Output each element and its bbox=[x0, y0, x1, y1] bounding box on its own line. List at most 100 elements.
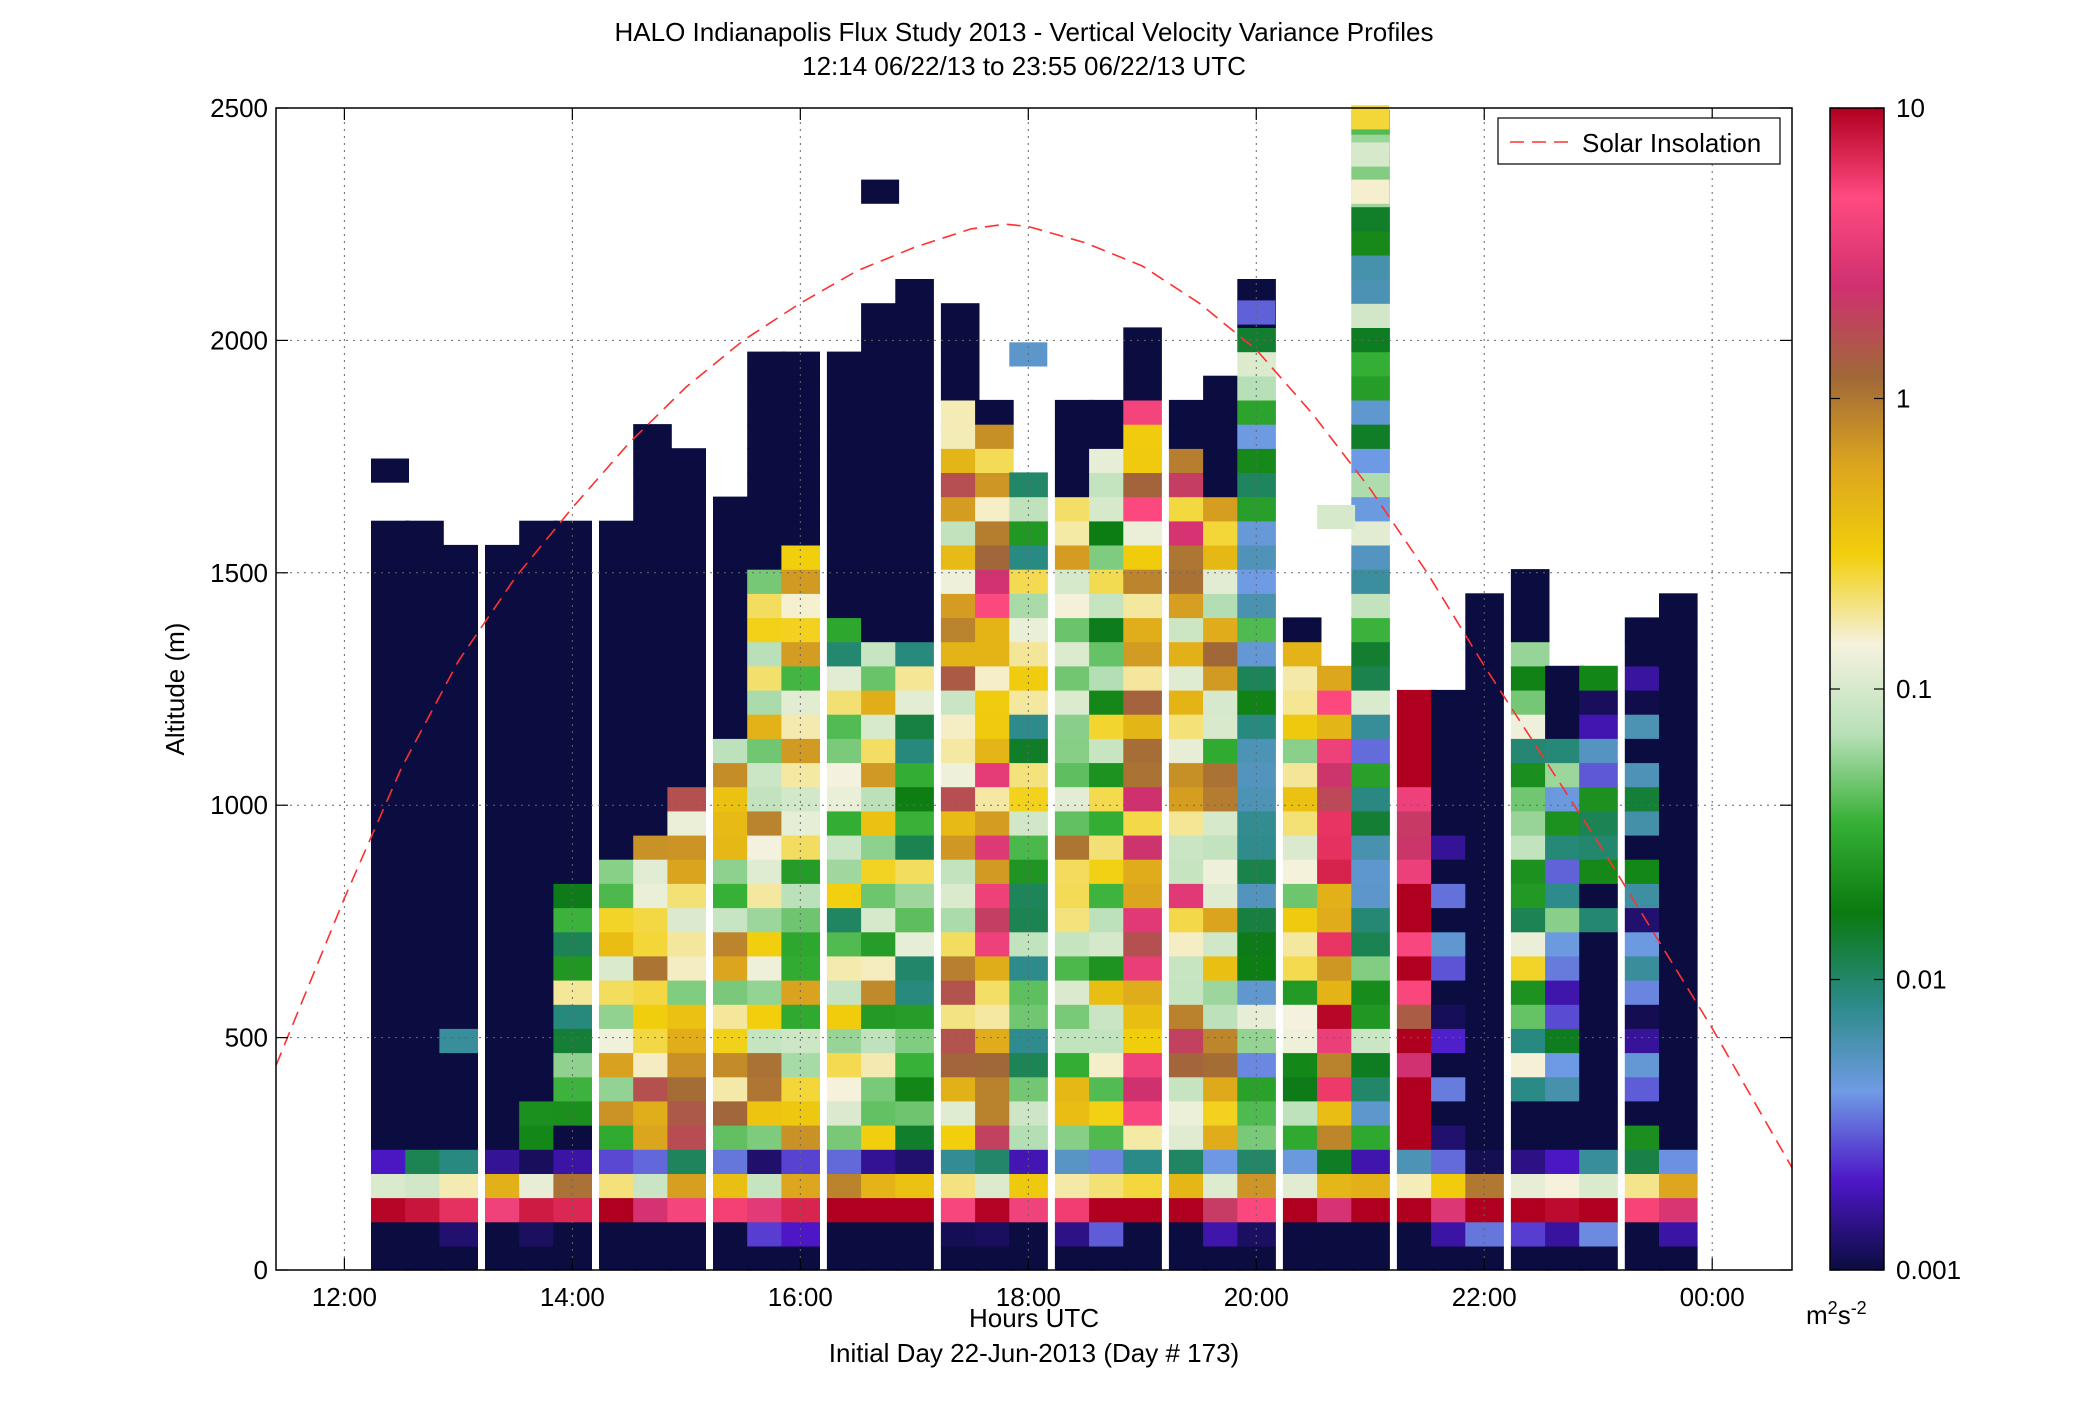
heatmap-cell bbox=[747, 1100, 786, 1126]
heatmap-cell bbox=[1659, 955, 1698, 981]
heatmap-cell bbox=[1317, 1221, 1356, 1247]
heatmap-cell bbox=[1168, 955, 1208, 981]
heatmap-cell bbox=[371, 907, 410, 933]
heatmap-cell bbox=[371, 931, 410, 957]
heatmap-cell bbox=[1317, 834, 1356, 860]
heatmap-cell bbox=[1351, 617, 1390, 643]
heatmap-cell bbox=[519, 1028, 558, 1054]
heatmap-cell bbox=[1054, 714, 1094, 739]
heatmap-cell bbox=[1089, 665, 1128, 691]
heatmap-cell bbox=[485, 883, 524, 909]
heatmap-cell bbox=[861, 1197, 900, 1223]
heatmap-cell bbox=[1659, 1197, 1698, 1223]
heatmap-cell bbox=[485, 1028, 524, 1054]
heatmap-cell bbox=[1351, 472, 1390, 498]
heatmap-cell bbox=[1054, 859, 1094, 884]
heatmap-cell bbox=[1203, 907, 1242, 933]
heatmap-cell bbox=[1168, 907, 1208, 933]
heatmap-cell bbox=[405, 1149, 444, 1174]
heatmap-cell bbox=[1054, 786, 1094, 812]
heatmap-cell bbox=[1089, 496, 1128, 522]
heatmap-cell bbox=[599, 955, 638, 981]
heatmap-cell bbox=[1054, 424, 1094, 449]
heatmap-cell bbox=[1545, 859, 1584, 884]
colorbar-unit-exp2: -2 bbox=[1851, 1298, 1867, 1318]
heatmap-cell bbox=[747, 786, 786, 812]
colorbar-unit-base: m bbox=[1806, 1300, 1828, 1330]
heatmap-cell bbox=[826, 1052, 866, 1078]
heatmap-cell bbox=[633, 1149, 672, 1174]
heatmap-cell bbox=[713, 593, 752, 619]
heatmap-cell bbox=[1123, 1028, 1162, 1054]
heatmap-cell bbox=[861, 544, 900, 570]
heatmap-cell bbox=[667, 1149, 706, 1174]
legend-box bbox=[1497, 117, 1781, 165]
heatmap-cell bbox=[747, 714, 786, 739]
heatmap-cell bbox=[1396, 1125, 1436, 1150]
heatmap-cell bbox=[1659, 980, 1698, 1005]
heatmap-cell bbox=[861, 1149, 900, 1174]
heatmap-cell bbox=[1317, 810, 1356, 836]
heatmap-cell bbox=[1123, 1197, 1162, 1223]
heatmap-cell bbox=[1168, 496, 1208, 522]
heatmap-cell bbox=[940, 689, 980, 715]
heatmap-cell bbox=[1089, 641, 1128, 667]
heatmap-cell bbox=[371, 714, 410, 739]
heatmap-cell bbox=[1123, 1149, 1162, 1174]
heatmap-cell bbox=[405, 1100, 444, 1126]
heatmap-cell bbox=[599, 834, 638, 860]
heatmap-cell bbox=[940, 496, 980, 522]
heatmap-cell bbox=[826, 834, 866, 860]
heatmap-cell bbox=[633, 1052, 672, 1078]
heatmap-cell bbox=[1351, 279, 1390, 304]
heatmap-cell bbox=[1579, 1100, 1618, 1126]
heatmap-cell bbox=[1123, 496, 1162, 522]
heatmap-cell bbox=[405, 617, 444, 643]
heatmap-cell bbox=[713, 907, 752, 933]
heatmap-cell bbox=[713, 1149, 752, 1174]
heatmap-cell bbox=[940, 883, 980, 909]
heatmap-cell bbox=[1351, 448, 1390, 473]
heatmap-cell bbox=[1545, 714, 1584, 739]
heatmap-cell bbox=[1123, 883, 1162, 909]
heatmap-cell bbox=[1282, 1245, 1322, 1271]
heatmap-cell bbox=[1396, 859, 1436, 884]
heatmap-cell bbox=[940, 955, 980, 981]
heatmap-cell bbox=[1203, 448, 1242, 473]
heatmap-cell bbox=[1203, 883, 1242, 909]
heatmap-cell bbox=[1465, 1100, 1504, 1126]
heatmap-cell bbox=[1054, 544, 1094, 570]
heatmap-cell bbox=[519, 1004, 558, 1029]
heatmap-cell bbox=[940, 520, 980, 546]
heatmap-cell bbox=[1317, 1245, 1356, 1271]
heatmap-cell bbox=[1351, 1028, 1390, 1054]
heatmap-cell bbox=[1089, 1052, 1128, 1078]
heatmap-cell bbox=[895, 810, 934, 836]
heatmap-cell bbox=[826, 424, 866, 449]
heatmap-cell bbox=[895, 1221, 934, 1247]
heatmap-cell bbox=[1624, 810, 1664, 836]
heatmap-cell bbox=[1579, 786, 1618, 812]
heatmap-cell bbox=[485, 689, 524, 715]
heatmap-cell bbox=[1545, 1149, 1584, 1174]
heatmap-cell bbox=[1545, 1028, 1584, 1054]
heatmap-cell bbox=[1431, 1100, 1470, 1126]
heatmap-cell bbox=[405, 1004, 444, 1029]
heatmap-cell bbox=[1317, 955, 1356, 981]
heatmap-cell bbox=[1396, 810, 1436, 836]
heatmap-cell bbox=[405, 859, 444, 884]
heatmap-cell bbox=[1317, 689, 1356, 715]
heatmap-cell bbox=[553, 1149, 592, 1174]
heatmap-cell bbox=[1351, 883, 1390, 909]
heatmap-cell bbox=[826, 399, 866, 425]
heatmap-cell bbox=[826, 689, 866, 715]
heatmap-cell bbox=[553, 1052, 592, 1078]
heatmap-cell bbox=[826, 1221, 866, 1247]
heatmap-cell bbox=[940, 375, 980, 401]
heatmap-cell bbox=[713, 762, 752, 788]
heatmap-cell bbox=[895, 689, 934, 715]
heatmap-cell bbox=[1624, 786, 1664, 812]
heatmap-cell bbox=[895, 714, 934, 739]
x-axis-ticks: 12:00 14:00 16:00 18:00 20:00 22:00 00:00 bbox=[312, 108, 1745, 1312]
heatmap-cell bbox=[861, 786, 900, 812]
